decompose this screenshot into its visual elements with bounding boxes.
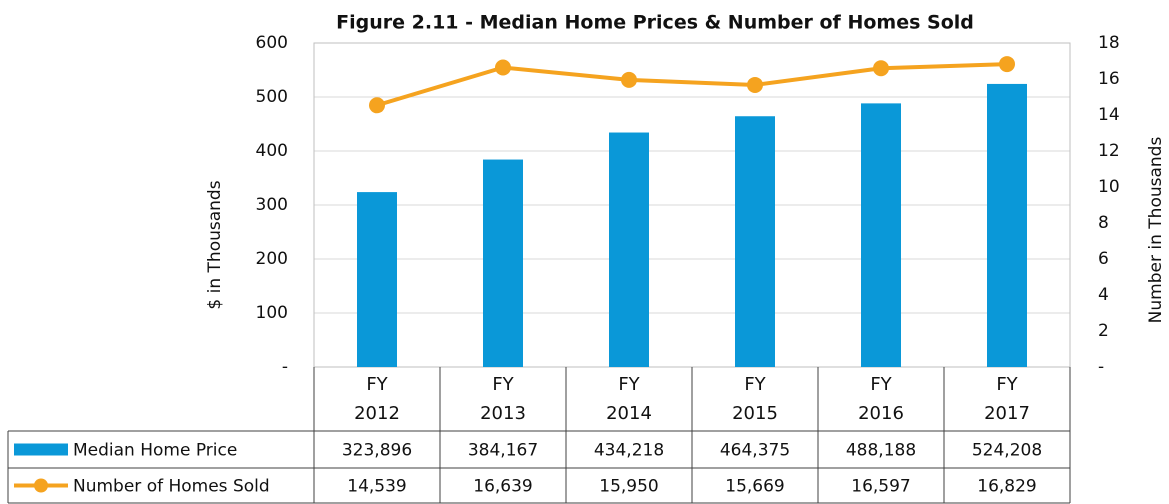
category-text: FY 2015 xyxy=(732,374,778,424)
category-text: FY 2013 xyxy=(480,374,526,424)
table-value: 384,167 xyxy=(468,441,538,461)
y2-tick-label: 16 xyxy=(1098,69,1120,89)
line-marker xyxy=(873,60,889,77)
table-value: 323,896 xyxy=(342,441,412,461)
category-text: FY 2012 xyxy=(354,374,400,424)
category-text: FY 2016 xyxy=(858,374,904,424)
bar xyxy=(735,116,775,367)
line-marker xyxy=(999,56,1015,73)
y2-tick-label: - xyxy=(1098,357,1104,377)
x-tick-label: FY 2013 xyxy=(440,370,566,428)
line xyxy=(376,62,1008,108)
table-value: 15,669 xyxy=(725,477,784,497)
table-value: 16,829 xyxy=(977,477,1036,497)
y-tick-label: 300 xyxy=(256,195,288,215)
x-tick-label: FY 2016 xyxy=(818,370,944,428)
y2-tick-label: 8 xyxy=(1098,213,1109,233)
y-tick-label: 500 xyxy=(256,87,288,107)
bar xyxy=(861,103,901,367)
y2-tick-label: 12 xyxy=(1098,141,1120,161)
table-value: 464,375 xyxy=(720,441,790,461)
category-text: FY 2014 xyxy=(606,374,652,424)
y2-tick-label: 2 xyxy=(1098,321,1109,341)
x-tick-label: FY 2017 xyxy=(944,370,1070,428)
y-tick-label: 600 xyxy=(256,33,288,53)
line-marker xyxy=(369,97,385,114)
y2-tick-label: 18 xyxy=(1098,33,1120,53)
y-axis-title: $ in Thousands xyxy=(205,180,225,309)
legend-label: Number of Homes Sold xyxy=(73,477,270,497)
y-tick-label: 100 xyxy=(256,303,288,323)
bar xyxy=(987,83,1027,368)
legend-marker xyxy=(34,478,48,493)
y2-axis-title: Number in Thousands xyxy=(1146,137,1166,324)
table-value: 16,597 xyxy=(851,477,910,497)
legend-label: Median Home Price xyxy=(73,441,237,461)
table-value: 15,950 xyxy=(599,477,658,497)
table-value: 16,639 xyxy=(473,477,532,497)
line-marker xyxy=(495,59,511,76)
category-text: FY 2017 xyxy=(984,374,1030,424)
y-tick-label: 200 xyxy=(256,249,288,269)
x-tick-label: FY 2012 xyxy=(314,370,440,428)
table-value: 488,188 xyxy=(846,441,916,461)
y2-tick-label: 14 xyxy=(1098,105,1120,125)
table-value: 434,218 xyxy=(594,441,664,461)
y2-tick-label: 10 xyxy=(1098,177,1120,197)
x-tick-label: FY 2015 xyxy=(692,370,818,428)
line-marker xyxy=(747,76,763,93)
bar xyxy=(357,192,397,367)
line-marker xyxy=(621,71,637,88)
bar xyxy=(483,159,523,367)
bar xyxy=(609,132,649,367)
chart-title: Figure 2.11 - Median Home Prices & Numbe… xyxy=(336,12,974,34)
x-tick-label: FY 2014 xyxy=(566,370,692,428)
y-tick-label: - xyxy=(282,357,288,377)
table-value: 524,208 xyxy=(972,441,1042,461)
table-value: 14,539 xyxy=(347,477,406,497)
y2-tick-label: 6 xyxy=(1098,249,1109,269)
y2-tick-label: 4 xyxy=(1098,285,1109,305)
legend-swatch xyxy=(14,443,68,456)
y-tick-label: 400 xyxy=(256,141,288,161)
